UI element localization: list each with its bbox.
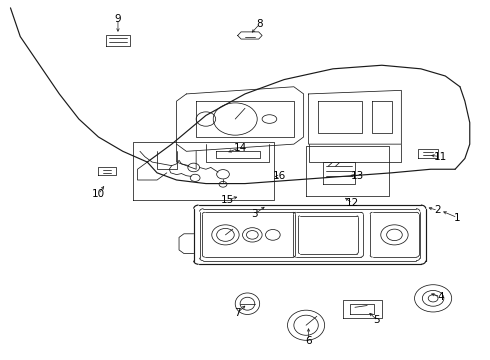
Text: 14: 14: [234, 143, 247, 153]
Text: 5: 5: [373, 315, 380, 325]
Text: 8: 8: [256, 19, 263, 29]
Text: 16: 16: [272, 171, 286, 181]
Text: 10: 10: [92, 189, 105, 199]
Text: 15: 15: [221, 195, 235, 205]
Text: 1: 1: [454, 213, 461, 222]
Text: 9: 9: [115, 14, 121, 24]
Text: 6: 6: [305, 336, 312, 346]
Text: 3: 3: [251, 209, 258, 219]
Text: 2: 2: [435, 206, 441, 216]
Text: 7: 7: [234, 308, 241, 318]
Text: 12: 12: [346, 198, 359, 208]
Text: 13: 13: [351, 171, 364, 181]
Text: 4: 4: [437, 292, 444, 302]
Text: 11: 11: [434, 152, 447, 162]
